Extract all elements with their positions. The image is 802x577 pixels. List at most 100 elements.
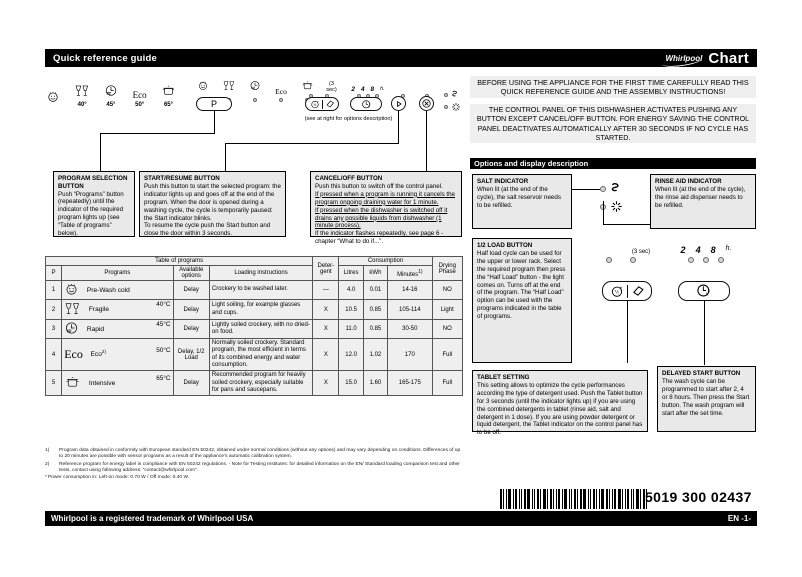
program-indicator-fragile: 40°	[74, 84, 91, 108]
row-drying: Full	[431, 337, 464, 372]
header-drying: Drying Phase	[431, 256, 464, 281]
row-loading: Lightly soiled crockery, with no dried-o…	[208, 319, 314, 339]
callout-rinse-aid-indicator-title: RINSE AID INDICATOR	[655, 178, 722, 185]
row-litres: 15.0	[338, 370, 364, 397]
table-row: 4 Eco Eco2) 50°C Delay, 1/2 Load Normall…	[44, 337, 464, 372]
callout-tablet-setting-title: TABLET SETTING	[477, 374, 530, 381]
leader-delayed-start	[704, 301, 705, 365]
callout-cancel-off-line3: If pressed when the dishwasher is switch…	[315, 206, 448, 230]
delay-hour-2: 2	[351, 86, 355, 94]
callout-salt-indicator-body: When lit (at the end of the cycle), the …	[477, 185, 561, 209]
callout-start-resume-title: START/RESUME BUTTON	[144, 175, 220, 182]
footnote-index: 1)	[45, 448, 50, 453]
row-detergent: X	[312, 337, 340, 372]
program-selection-button[interactable]: P	[196, 97, 232, 111]
play-icon	[396, 100, 402, 107]
row-program-temp: 45°C	[156, 321, 171, 328]
row-minutes: 170	[387, 337, 433, 372]
salt-icon	[611, 183, 619, 192]
fragile-glasses-icon	[64, 301, 81, 318]
rapid-clock-icon	[105, 85, 117, 96]
callout-cancel-off-line2: If pressed when a program is running it …	[315, 190, 455, 206]
row-program-name: Eco	[90, 351, 102, 359]
row-kwh: 0.85	[362, 319, 389, 339]
program-indicator-eco: Eco 50°	[131, 89, 148, 108]
callout-program-selection-body: Push “Programs” button (repeatedly) unti…	[58, 190, 124, 238]
delayed-start-button[interactable]: h.	[350, 97, 382, 111]
intensive-pot-icon	[302, 81, 312, 90]
row-options: Delay	[172, 280, 210, 300]
cancel-off-button[interactable]	[419, 96, 434, 111]
table-row: 5 Intensive 65°C Delay Recommended progr…	[44, 370, 464, 397]
led-salt-detail	[600, 185, 606, 192]
delay-clock-icon: h.	[361, 99, 370, 108]
pre-wash-cold-icon	[64, 282, 79, 298]
leader-start-h	[225, 143, 399, 144]
page-code: EN -1-	[727, 514, 751, 523]
footnote: 1) Program data obtained in conformity w…	[45, 448, 465, 461]
header-available-options: Available options	[172, 265, 210, 281]
footnote-text: Program data obtained in conformity with…	[59, 448, 461, 460]
callout-program-selection: PROGRAM SELECTION BUTTON Push “Programs”…	[53, 171, 135, 237]
row-drying: NO	[431, 280, 464, 300]
tablet-icon	[632, 286, 643, 296]
callout-program-selection-title: PROGRAM SELECTION BUTTON	[58, 175, 128, 190]
intensive-pot-icon	[162, 85, 175, 95]
row-program-temp: 40°C	[156, 301, 171, 308]
svg-text:½: ½	[614, 289, 618, 296]
start-resume-button[interactable]	[391, 96, 406, 111]
rinse-aid-star-icon	[452, 103, 460, 111]
rapid-clock-icon	[64, 321, 79, 337]
row-detergent: —	[312, 280, 340, 300]
table-footnotes: 1) Program data obtained in conformity w…	[45, 448, 465, 482]
leader-rinse-aid-v	[603, 201, 604, 225]
half-load-tablet-button-detail[interactable]: ½	[602, 281, 652, 301]
row-minutes: 165-175	[387, 370, 433, 397]
callout-half-load-title: 1/2 LOAD BUTTON	[477, 242, 533, 249]
leader-salt	[572, 189, 600, 190]
led-delay-8h-detail	[718, 257, 724, 263]
header-minutes: Minutes1)	[387, 265, 433, 281]
footnote-text: Reference program for energy label in co…	[59, 461, 460, 473]
row-program: Pre-Wash cold	[61, 280, 174, 300]
fragile-glasses-icon	[75, 85, 89, 96]
leader-start-callout	[225, 143, 226, 171]
row-loading: Crockery to be washed later.	[208, 280, 314, 300]
row-program: Rapid 45°C	[61, 319, 174, 339]
program-temp-4: 50°	[135, 102, 145, 108]
row-p: 2	[44, 299, 63, 320]
header-detergent: Deter-gent	[312, 256, 340, 281]
rapid-clock-icon	[250, 81, 260, 90]
row-program: Intensive 65°C	[61, 370, 174, 397]
half-load-tablet-button[interactable]: ½	[305, 97, 339, 111]
chart-label: Chart	[708, 49, 749, 67]
delayed-start-button-detail[interactable]: h.	[678, 281, 730, 301]
delay-hour-8: 8	[370, 86, 375, 94]
table-header-row-1: Table of programs Deter-gent Consumption…	[44, 256, 464, 281]
row-program: Eco Eco2) 50°C	[61, 337, 174, 372]
notice-control-panel-text: THE CONTROL PANEL OF THIS DISHWASHER ACT…	[476, 104, 750, 142]
row-program-name: Fragile	[88, 306, 110, 314]
row-litres: 4.0	[338, 280, 364, 300]
table-row: 1 Pre-Wash cold Delay Crockery to be was…	[44, 280, 464, 300]
barcode	[500, 489, 648, 509]
three-sec-label: (3 sec)	[326, 81, 337, 93]
row-p: 3	[44, 319, 63, 339]
callout-cancel-off: CANCEL/OFF BUTTON Push this button to sw…	[310, 171, 462, 245]
row-detergent: X	[312, 299, 340, 320]
row-drying: Light	[431, 299, 464, 320]
row-litres: 10.5	[338, 299, 364, 320]
callout-salt-indicator-title: SALT INDICATOR	[477, 178, 529, 185]
callout-salt-indicator: SALT INDICATOR When lit (at the end of t…	[472, 174, 572, 229]
callout-delayed-start-title: DELAYED START BUTTON	[662, 370, 741, 377]
program-temp-2: 40°	[77, 102, 87, 108]
row-detergent: X	[312, 319, 340, 339]
led-delay-2h-detail	[688, 257, 694, 263]
table-row: 3 Rapid 45°C Delay Lightly soiled crocke…	[44, 319, 464, 339]
delay-hour-8-detail: 8	[710, 245, 716, 255]
leader-p-button-h	[100, 133, 215, 134]
intensive-pot-icon	[64, 375, 81, 391]
callout-delayed-start-body: The wash cycle can be programmed to star…	[662, 377, 750, 417]
led-rinse-aid	[444, 105, 448, 109]
